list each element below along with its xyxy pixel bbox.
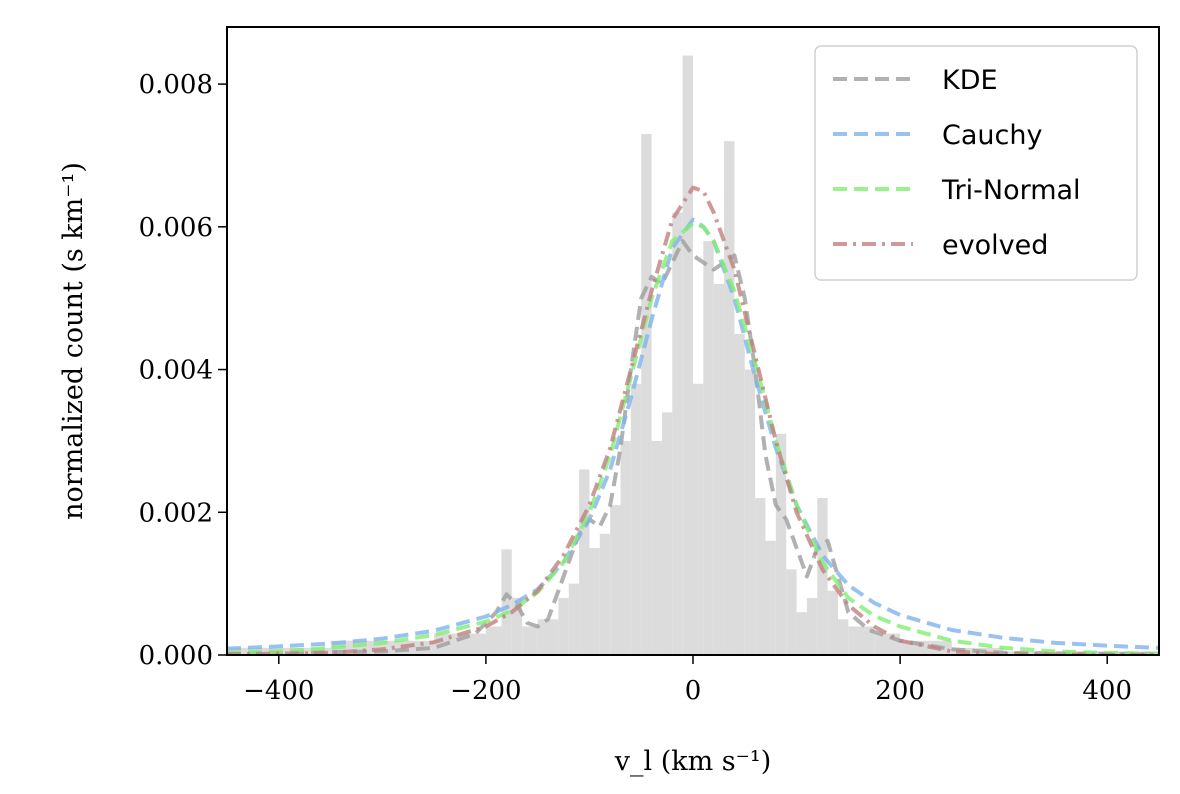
y-tick-label: 0.000 <box>139 641 213 671</box>
histogram-bar-29 <box>744 369 756 655</box>
series-line-evolved <box>227 185 1159 655</box>
histogram-bar-22 <box>672 212 683 655</box>
series-line-cauchy <box>227 217 1159 651</box>
x-tick-label: 200 <box>875 676 925 706</box>
histogram-bar-4 <box>434 633 486 655</box>
histogram-bar-11 <box>558 597 569 655</box>
histogram-bar-38 <box>837 619 849 655</box>
histogram-bar-12 <box>568 583 580 655</box>
histogram-bar-40 <box>874 633 901 655</box>
legend-box <box>814 45 1138 281</box>
histogram-bar-36 <box>817 498 828 655</box>
histogram-bar-28 <box>734 333 745 655</box>
y-tick-label: 0.006 <box>139 213 213 243</box>
x-axis: −400 −200 0 200 400 <box>243 655 1132 706</box>
histogram-bar-10 <box>548 619 559 655</box>
histogram-bar-1 <box>278 647 331 655</box>
histogram-bar-17 <box>620 440 631 655</box>
series-lines <box>227 185 1159 655</box>
histogram-bar-23 <box>682 55 693 655</box>
x-tick-label: 0 <box>685 676 702 706</box>
y-axis-label: normalized count (s km⁻¹) <box>58 162 89 520</box>
y-axis: 0.000 0.002 0.004 0.006 0.008 <box>139 70 227 671</box>
histogram-bar-37 <box>827 590 838 655</box>
y-tick-label: 0.002 <box>139 498 213 528</box>
histogram-bar-25 <box>703 241 714 655</box>
legend-entry-label: Tri-Normal <box>941 175 1081 206</box>
histogram-bar-26 <box>713 283 725 655</box>
histogram-bar-18 <box>630 383 642 655</box>
histogram-bar-21 <box>661 412 673 655</box>
series-line-kde <box>227 239 1159 655</box>
legend-entry-label: Cauchy <box>942 120 1042 151</box>
legend: KDE Cauchy Tri-Normal evolved <box>814 45 1138 281</box>
histogram-bar-34 <box>796 612 807 655</box>
legend-entry-label: evolved <box>942 230 1048 261</box>
histogram-bar-19 <box>641 134 652 655</box>
legend-entry-label: KDE <box>942 65 998 96</box>
histogram-bar-35 <box>806 597 818 655</box>
histogram-bar-7 <box>511 597 523 655</box>
histogram-bar-24 <box>693 383 704 655</box>
histogram-bar-15 <box>599 533 611 655</box>
histogram-bar-9 <box>537 619 549 655</box>
histogram-bar-6 <box>501 549 512 655</box>
histogram-bar-8 <box>522 626 538 655</box>
histogram-bar-31 <box>765 540 776 655</box>
y-tick-label: 0.008 <box>139 70 213 100</box>
x-tick-label: −400 <box>243 676 314 706</box>
histogram-bar-20 <box>651 440 662 655</box>
x-axis-label: v_l (km s⁻¹) <box>614 746 772 777</box>
x-tick-label: −200 <box>450 676 521 706</box>
x-tick-label: 400 <box>1082 676 1132 706</box>
histogram-bar-5 <box>485 626 502 655</box>
histogram-bar-33 <box>786 569 797 655</box>
histogram-bar-27 <box>724 141 735 655</box>
histogram-bar-32 <box>775 433 787 655</box>
histogram-bars <box>227 55 1159 655</box>
histogram-bar-16 <box>610 505 621 655</box>
histogram-bar-13 <box>579 469 590 655</box>
histogram-bar-30 <box>755 498 766 655</box>
histogram-bar-14 <box>589 547 600 655</box>
series-line-tri-normal <box>227 221 1159 655</box>
y-tick-label: 0.004 <box>139 356 213 386</box>
